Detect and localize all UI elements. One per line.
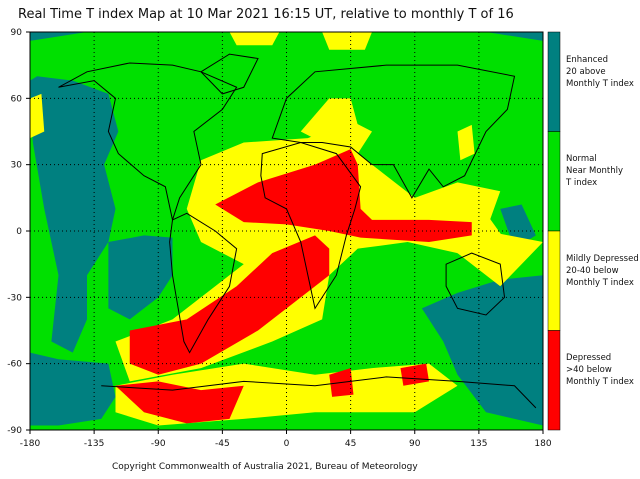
legend-label: Mildly Depressed 20-40 below Monthly T i… (566, 253, 639, 288)
axis-ticks: -180 -135 -90 -45 0 45 90 135 180 90 60 30 0 -30 -60 -9… (7, 28, 552, 449)
legend-label: Enhanced 20 above Monthly T index (566, 54, 634, 89)
y-tick-label: -60 (7, 360, 22, 370)
x-tick-label: 90 (409, 439, 421, 449)
x-tick-label: -135 (84, 439, 104, 449)
legend-swatch (547, 330, 561, 431)
x-tick-label: -45 (215, 439, 230, 449)
legend-swatch (547, 230, 561, 331)
map-title: Real Time T index Map at 10 Mar 2021 16:… (18, 7, 514, 22)
depressed-regions (115, 149, 472, 424)
copyright-text: Copyright Commonwealth of Australia 2021… (112, 462, 418, 472)
y-tick-label: 30 (11, 161, 23, 171)
x-tick-label: 0 (284, 439, 290, 449)
x-tick-label: -180 (20, 439, 41, 449)
x-tick-label: 180 (534, 439, 551, 449)
y-tick-label: -30 (7, 293, 22, 303)
y-tick-label: 0 (16, 227, 22, 237)
coastlines (59, 54, 536, 408)
y-tick-label: -90 (7, 426, 22, 436)
legend-label: Normal Near Monthly T index (566, 154, 624, 189)
legend-colorbar (547, 31, 561, 431)
legend-label: Depressed >40 below Monthly T index (566, 353, 634, 388)
x-tick-label: 45 (345, 439, 356, 449)
legend-swatch (547, 131, 561, 232)
x-tick-label: -90 (151, 439, 166, 449)
legend-swatch (547, 31, 561, 132)
y-tick-label: 60 (11, 94, 23, 104)
x-tick-label: 135 (470, 439, 487, 449)
y-tick-label: 90 (11, 28, 23, 38)
